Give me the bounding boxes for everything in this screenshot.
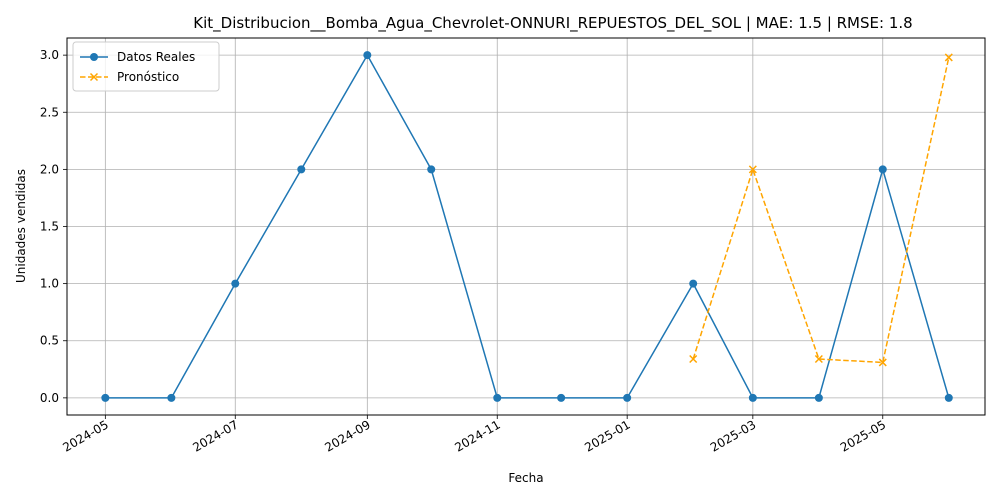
legend-label-datos-reales: Datos Reales: [117, 50, 195, 64]
data-point: [623, 393, 632, 402]
x-tick-label: 2024-09: [322, 417, 372, 454]
legend-label-pronostico: Pronóstico: [117, 70, 179, 84]
series-line-pronostico: [692, 57, 950, 364]
data-point: [689, 354, 698, 364]
grid: [67, 38, 985, 415]
legend-entry-datos-reales: Datos Reales: [80, 50, 195, 64]
data-point: [557, 393, 566, 402]
x-tick-label: 2024-05: [60, 417, 110, 454]
data-point: [167, 393, 176, 402]
y-tick-label: 2.5: [40, 105, 59, 119]
y-tick-label: 0.0: [40, 391, 59, 405]
data-point: [363, 51, 372, 60]
data-point: [297, 165, 306, 174]
data-point: [814, 393, 823, 402]
series-layer: [101, 51, 953, 402]
chart-title: Kit_Distribucion__Bomba_Agua_Chevrolet-O…: [193, 14, 912, 33]
data-point: [748, 393, 757, 402]
x-tick-label: 2025-01: [582, 417, 632, 454]
data-point: [944, 393, 953, 402]
y-tick-label: 0.5: [40, 334, 59, 348]
x-tick-label: 2025-05: [838, 417, 888, 454]
legend-marker-pronostico: [89, 72, 99, 82]
y-axis-title: Unidades vendidas: [14, 169, 28, 283]
x-tick-label: 2024-07: [190, 417, 240, 454]
data-point: [814, 354, 823, 364]
data-point: [427, 165, 436, 174]
y-tick-label: 1.0: [40, 277, 59, 291]
legend-entry-pronostico: Pronóstico: [80, 70, 179, 84]
legend-marker-datos-reales: [90, 53, 98, 61]
data-point: [689, 279, 698, 288]
y-axis-ticks: 0.0 0.5 1.0 1.5 2.0 2.5 3.0: [40, 48, 67, 405]
data-point: [878, 358, 887, 367]
data-point: [748, 165, 757, 174]
data-point: [493, 393, 502, 402]
series-pronostico: [689, 53, 953, 367]
series-datos-reales: [101, 51, 953, 402]
series-line-datos-reales: [105, 54, 950, 399]
y-tick-label: 3.0: [40, 48, 59, 62]
x-axis-title: Fecha: [508, 471, 543, 485]
data-point: [101, 393, 110, 402]
y-tick-label: 2.0: [40, 162, 59, 176]
legend-frame: [72, 41, 220, 92]
legend: Datos Reales Pronóstico: [72, 41, 220, 92]
data-point: [944, 53, 953, 62]
data-point: [231, 279, 240, 288]
x-tick-label: 2025-03: [708, 417, 758, 454]
x-tick-label: 2024-11: [452, 417, 502, 454]
y-tick-label: 1.5: [40, 220, 59, 234]
x-axis-ticks: 2024-05 2024-07 2024-09 2024-11 2025-01 2025-…: [60, 415, 888, 455]
data-point: [878, 165, 887, 174]
